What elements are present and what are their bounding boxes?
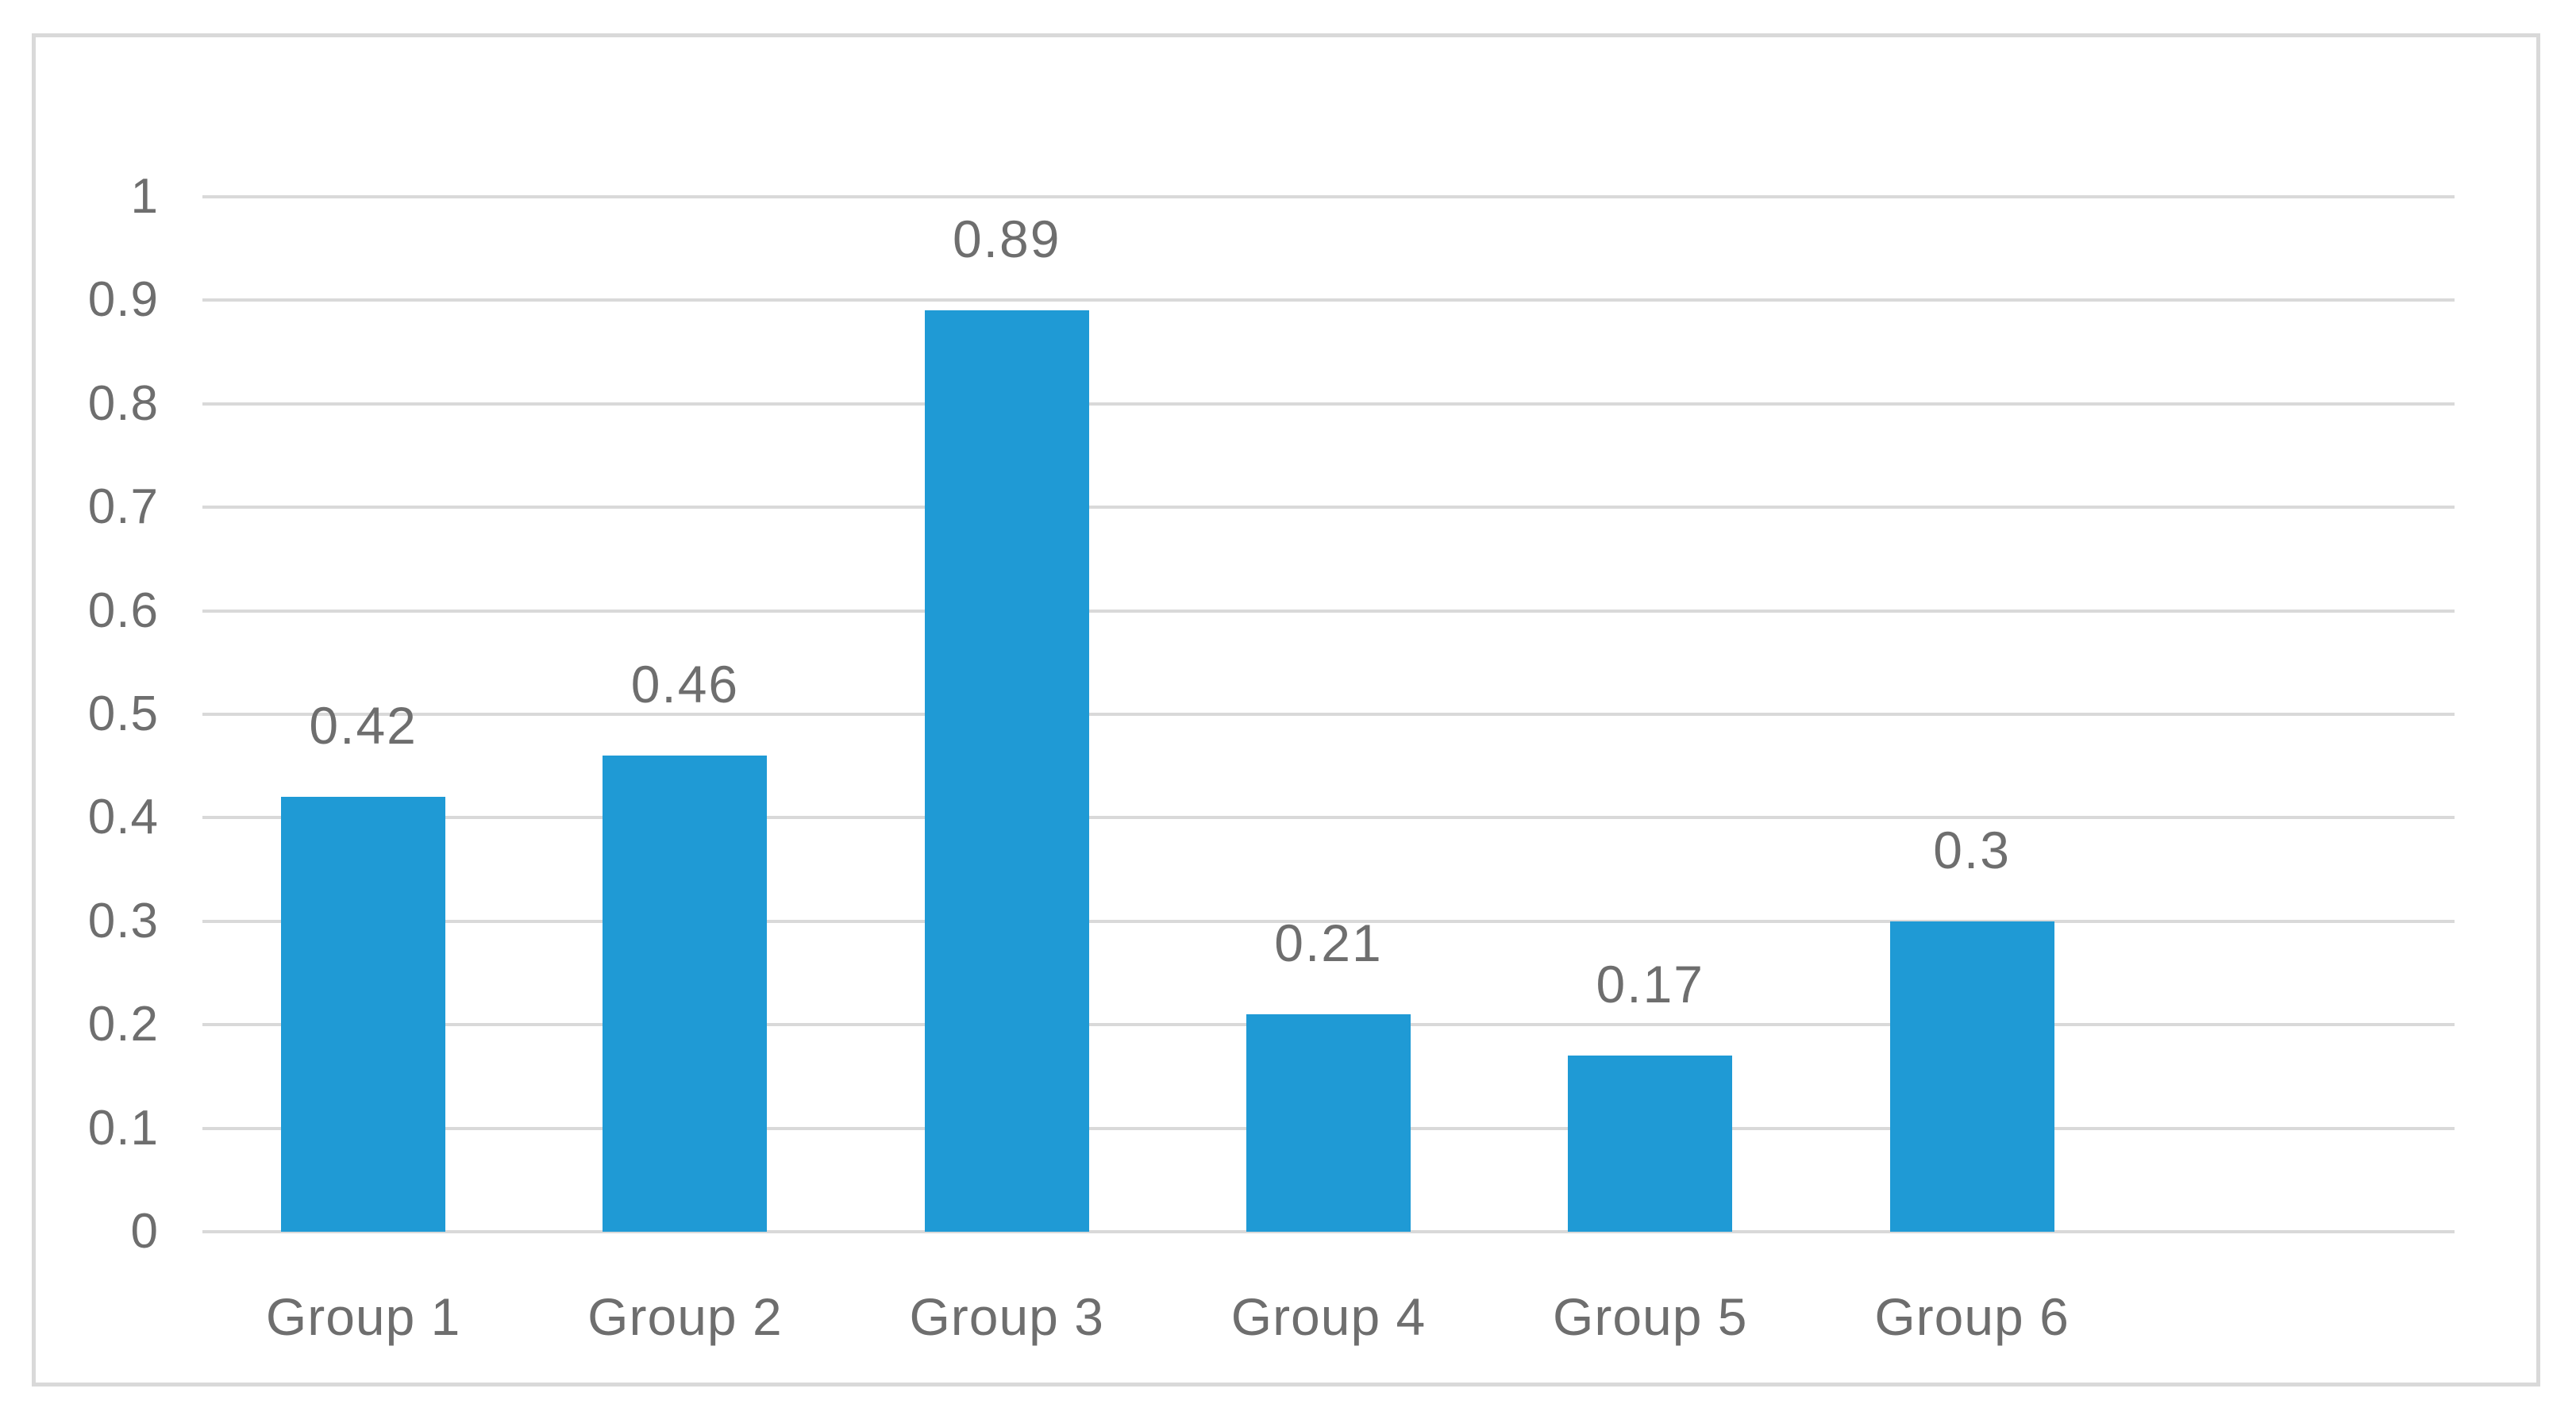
bar-group-2 — [603, 756, 768, 1232]
bar-value-label: 0.89 — [952, 210, 1061, 269]
gridline — [202, 713, 2455, 716]
y-tick-label: 0.1 — [87, 1100, 159, 1156]
y-tick-label: 0.3 — [87, 893, 159, 948]
bar-group-6 — [1889, 921, 2054, 1232]
gridline — [202, 506, 2455, 510]
gridline — [202, 402, 2455, 406]
bar-group-3 — [924, 310, 1089, 1232]
gridline — [202, 919, 2455, 923]
y-tick-label: 0.9 — [87, 272, 159, 328]
category-label: Group 1 — [265, 1287, 461, 1346]
bar-value-label: 0.3 — [1933, 820, 2011, 879]
gridline — [202, 195, 2455, 198]
category-label: Group 6 — [1874, 1287, 2070, 1346]
category-label: Group 4 — [1230, 1287, 1427, 1346]
gridline — [202, 816, 2455, 820]
chart-frame: 0 0.1 0.2 0.3 0.4 0.5 0.6 0.7 0.8 0.9 1 0.42 0.46 0.… — [32, 33, 2540, 1386]
y-tick-label: 1 — [130, 169, 159, 224]
y-tick-label: 0.7 — [87, 479, 159, 535]
plot-area: 0 0.1 0.2 0.3 0.4 0.5 0.6 0.7 0.8 0.9 1 0.42 0.46 0.… — [88, 169, 2455, 1346]
bar-group-5 — [1568, 1056, 1733, 1232]
category-label: Group 3 — [909, 1287, 1104, 1346]
bar-value-label: 0.42 — [309, 696, 418, 756]
bar-value-label: 0.46 — [630, 655, 740, 714]
bar-group-4 — [1246, 1014, 1411, 1232]
bar-value-label: 0.17 — [1596, 955, 1705, 1014]
y-tick-label: 0 — [130, 1204, 159, 1259]
gridline — [202, 1230, 2455, 1233]
gridline — [202, 609, 2455, 613]
gridline — [202, 298, 2455, 302]
bar-group-1 — [281, 797, 446, 1232]
category-label: Group 2 — [587, 1287, 783, 1346]
bar-value-label: 0.21 — [1274, 913, 1383, 973]
y-tick-label: 0.2 — [87, 997, 159, 1052]
y-tick-label: 0.8 — [87, 375, 159, 431]
category-label: Group 5 — [1553, 1287, 1748, 1346]
y-tick-label: 0.6 — [87, 583, 159, 638]
y-tick-label: 0.4 — [87, 790, 159, 845]
y-tick-label: 0.5 — [87, 687, 159, 741]
